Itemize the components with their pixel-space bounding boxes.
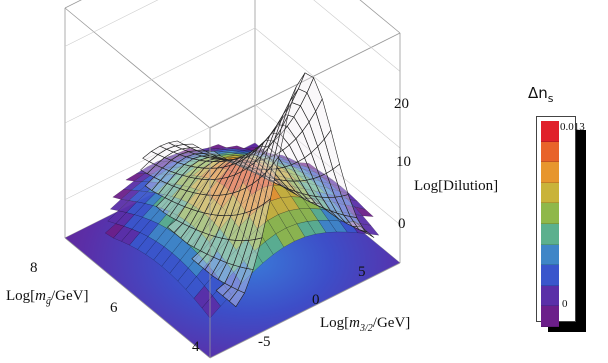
y-tick-label: -5 <box>258 334 271 350</box>
box-edge <box>209 32 401 129</box>
z-tick-label: 10 <box>396 154 411 170</box>
x-tick-label: 4 <box>192 339 200 355</box>
colorbar-swatch <box>541 162 559 183</box>
colorbar-swatch <box>541 121 559 142</box>
box-edge <box>64 237 211 359</box>
box-edge <box>64 7 211 129</box>
colorbar-swatch <box>541 285 559 307</box>
z-tick-label: 0 <box>398 216 406 232</box>
colorbar-swatch <box>541 203 559 224</box>
z-axis-label: Log[Dilution] <box>414 178 498 194</box>
box-edge <box>359 0 401 34</box>
dilution-cell <box>358 229 375 238</box>
gridline <box>64 27 401 149</box>
colorbar-swatch <box>541 265 559 286</box>
y-tick-label: 0 <box>312 292 320 308</box>
box-edge <box>64 0 82 9</box>
colorbar-swatch <box>541 141 559 163</box>
colorbar <box>536 116 576 327</box>
colorbar-title: Δns <box>528 84 554 105</box>
colorbar-min-label: 0 <box>562 298 568 310</box>
x-tick-label: 8 <box>30 260 38 276</box>
heat-cell <box>226 145 246 150</box>
x-axis-label: Log[mg̃/GeV] <box>6 288 89 307</box>
colorbar-swatch <box>541 306 559 327</box>
dilution-surface <box>140 72 375 308</box>
box-edge <box>209 262 401 359</box>
colorbar-max-label: 0.013 <box>560 121 585 133</box>
colorbar-swatch <box>541 182 559 204</box>
gridline <box>64 0 401 72</box>
z-tick-label: 20 <box>394 96 409 112</box>
gridline <box>64 104 401 225</box>
colorbar-swatch <box>541 223 559 245</box>
x-tick-label: 6 <box>110 300 118 316</box>
y-tick-label: 5 <box>358 264 366 280</box>
y-axis-label: Log[m3/2/GeV] <box>320 315 410 334</box>
colorbar-swatch <box>541 244 559 266</box>
bounding-box-front <box>64 33 401 359</box>
heat-cell <box>207 144 227 149</box>
